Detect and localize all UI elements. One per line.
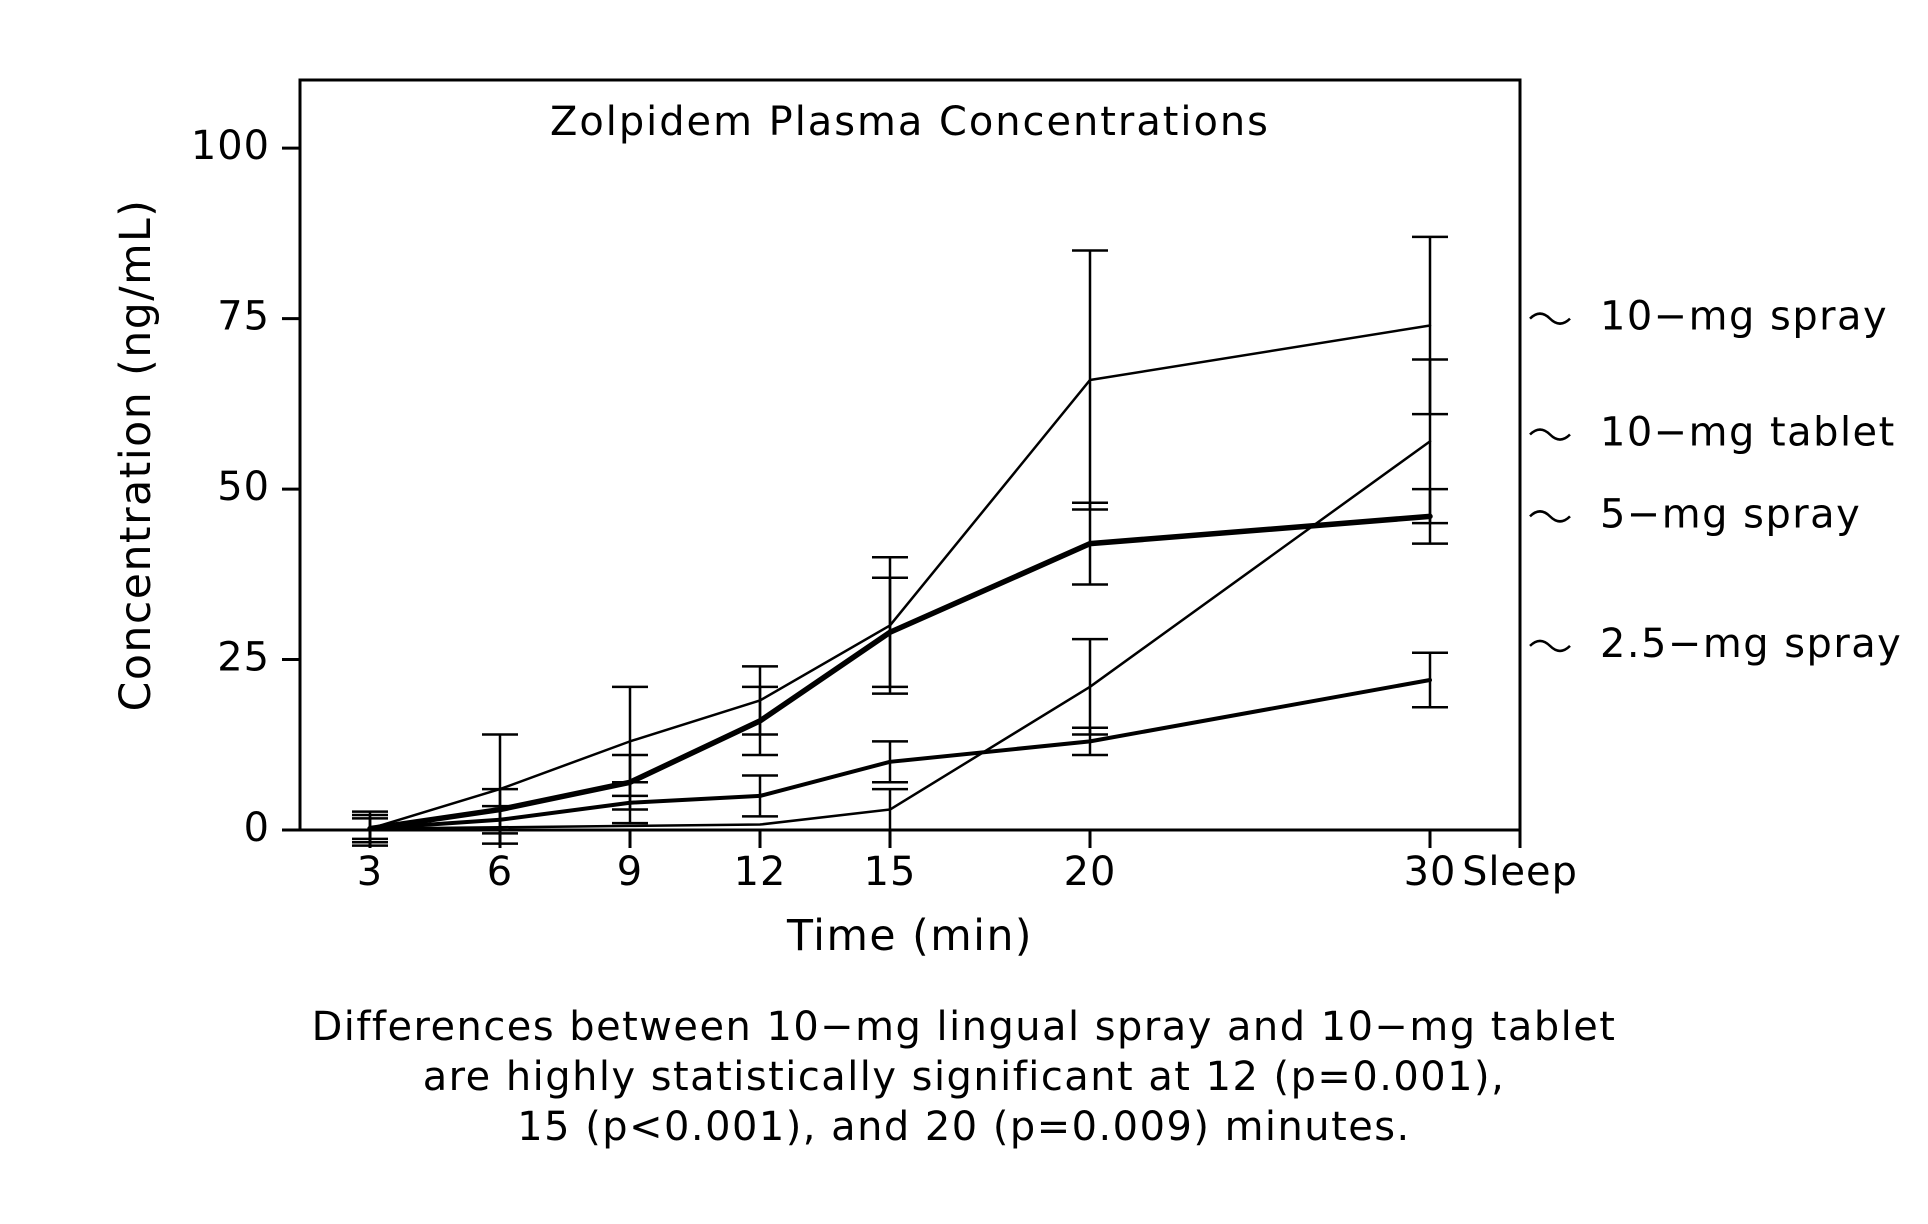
zolpidem-plasma-chart: 0 25 50 75 100 3 6 9 12 15 20 30Sleep Concentration … xyxy=(0,0,1928,1224)
y-tick-label: 100 xyxy=(191,123,270,169)
series-label-2.5-mg-spray: 2.5−mg spray xyxy=(1600,621,1902,667)
series-label-10-mg-tablet: 10−mg tablet xyxy=(1600,410,1896,456)
y-tick-label: 25 xyxy=(217,635,270,681)
x-tick-label: 20 xyxy=(1064,849,1117,895)
x-tick-label: 3 xyxy=(357,849,383,895)
y-tick-label: 50 xyxy=(217,464,270,510)
caption-line: 15 (p<0.001), and 20 (p=0.009) minutes. xyxy=(517,1104,1410,1150)
chart-title: Zolpidem Plasma Concentrations xyxy=(550,99,1270,145)
x-tick-label: 9 xyxy=(617,849,643,895)
y-tick-label: 0 xyxy=(244,805,270,851)
x-tick-label: 12 xyxy=(734,849,787,895)
series-label-10-mg-spray: 10−mg spray xyxy=(1600,294,1888,340)
caption-line: are highly statistically significant at … xyxy=(423,1054,1506,1100)
caption-line: Differences between 10−mg lingual spray … xyxy=(312,1004,1617,1050)
x-tick-label: Sleep xyxy=(1462,849,1578,895)
x-axis-label: Time (min) xyxy=(786,911,1033,961)
y-axis-label: Concentration (ng/mL) xyxy=(111,199,161,712)
x-tick-label: 6 xyxy=(487,849,513,895)
x-tick-label: 15 xyxy=(864,849,917,895)
series-label-5-mg-spray: 5−mg spray xyxy=(1600,491,1861,537)
x-tick-label: 30 xyxy=(1404,849,1457,895)
y-tick-label: 75 xyxy=(217,294,270,340)
